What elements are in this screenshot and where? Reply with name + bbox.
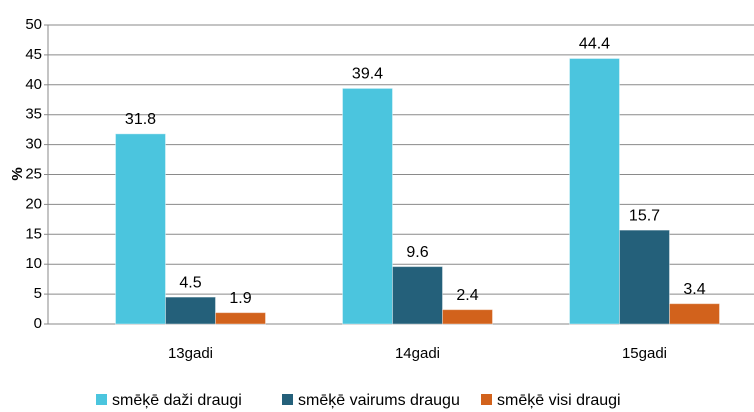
data-label: 15.7 bbox=[629, 207, 660, 224]
data-label: 31.8 bbox=[125, 111, 156, 128]
y-axis-label: % bbox=[9, 167, 26, 180]
y-tick-label: 30 bbox=[25, 136, 42, 153]
data-label: 9.6 bbox=[406, 244, 428, 261]
bar bbox=[165, 296, 216, 325]
y-tick-label: 35 bbox=[25, 106, 42, 123]
bar bbox=[215, 312, 266, 325]
x-tick-label: 15gadi bbox=[622, 345, 667, 362]
x-tick-label: 13gadi bbox=[168, 345, 213, 362]
bar bbox=[442, 309, 493, 325]
bar bbox=[669, 303, 720, 325]
data-label: 4.5 bbox=[179, 274, 201, 291]
legend-swatch bbox=[481, 394, 492, 405]
y-tick-label: 20 bbox=[25, 195, 42, 212]
legend-label: smēķē vairums draugu bbox=[298, 392, 460, 409]
legend-swatch bbox=[96, 394, 107, 405]
bar bbox=[342, 87, 393, 325]
data-label: 44.4 bbox=[579, 36, 610, 53]
legend-swatch bbox=[282, 394, 293, 405]
x-tick-label: 14gadi bbox=[395, 345, 440, 362]
data-label: 2.4 bbox=[456, 287, 478, 304]
data-label: 1.9 bbox=[229, 290, 251, 307]
y-tick-label: 40 bbox=[25, 76, 42, 93]
y-tick-label: 0 bbox=[34, 315, 42, 332]
bar bbox=[569, 57, 620, 325]
data-label: 3.4 bbox=[683, 281, 705, 298]
y-tick-label: 45 bbox=[25, 46, 42, 63]
bar bbox=[619, 229, 670, 325]
y-tick-label: 25 bbox=[25, 165, 42, 182]
data-label: 39.4 bbox=[352, 66, 383, 83]
y-tick-label: 5 bbox=[34, 285, 42, 302]
legend-label: smēķē daži draugi bbox=[112, 392, 242, 409]
y-tick-label: 50 bbox=[25, 16, 42, 33]
bar bbox=[392, 266, 443, 325]
y-tick-label: 10 bbox=[25, 255, 42, 272]
legend-label: smēķē visi draugi bbox=[497, 392, 621, 409]
bar bbox=[115, 133, 166, 325]
y-tick-label: 15 bbox=[25, 225, 42, 242]
